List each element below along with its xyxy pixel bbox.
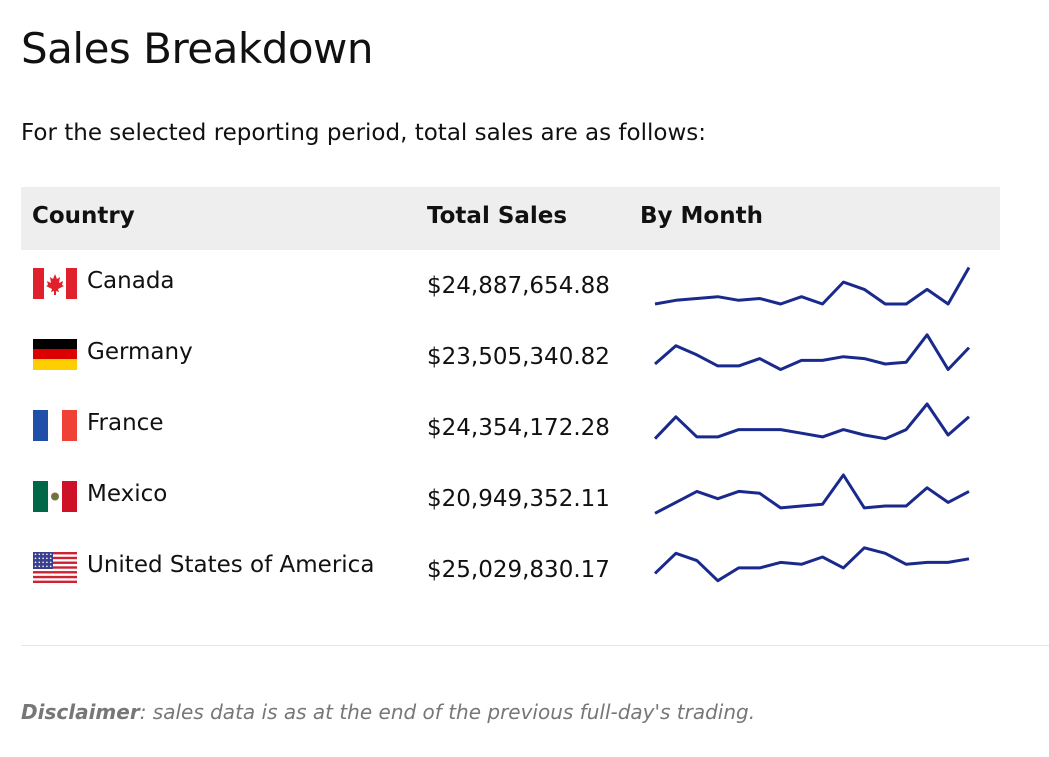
disclaimer: Disclaimer: sales data is as at the end … <box>21 700 755 724</box>
table-row: France $24,354,172.28 <box>21 392 1000 463</box>
monthly-sales-sparkline <box>654 266 971 306</box>
table-row: Germany $23,505,340.82 <box>21 321 1000 392</box>
monthly-sales-sparkline <box>653 402 970 441</box>
total-sales-value: $23,505,340.82 <box>427 344 610 370</box>
divider <box>21 645 1049 646</box>
total-sales-value: $24,354,172.28 <box>427 415 610 441</box>
table-row: Canada $24,887,654.88 <box>21 250 1000 321</box>
country-name: Mexico <box>87 481 168 507</box>
monthly-sales-sparkline <box>653 546 970 583</box>
table-row: Mexico $20,949,352.11 <box>21 463 1000 534</box>
disclaimer-text: : sales data is as at the end of the pre… <box>139 700 756 724</box>
total-sales-value: $20,949,352.11 <box>427 486 610 512</box>
table-body: Canada $24,887,654.88 Germany $23,505,340.8… <box>21 250 1000 605</box>
total-sales-value: $24,887,654.88 <box>427 273 610 299</box>
country-name: Germany <box>87 339 193 365</box>
page-title: Sales Breakdown <box>21 24 374 73</box>
table-header: Country Total Sales By Month <box>21 187 1000 250</box>
country-name: France <box>87 410 164 436</box>
monthly-sales-sparkline <box>654 333 971 371</box>
column-header-total-sales: Total Sales <box>427 203 568 229</box>
usa-flag-icon <box>33 552 77 583</box>
germany-flag-icon <box>33 339 77 370</box>
france-flag-icon <box>33 410 77 441</box>
mexico-flag-icon <box>33 481 77 512</box>
sparkline-series <box>653 402 970 441</box>
sparkline-series <box>654 266 971 306</box>
sparkline-series <box>654 333 971 371</box>
sales-table: Country Total Sales By Month Canada $24,8… <box>21 187 1000 605</box>
column-header-by-month: By Month <box>640 203 763 229</box>
sparkline-series <box>654 473 970 515</box>
country-name: United States of America <box>87 552 375 578</box>
intro-text: For the selected reporting period, total… <box>21 120 706 146</box>
column-header-country: Country <box>32 203 135 229</box>
monthly-sales-sparkline <box>654 473 970 515</box>
total-sales-value: $25,029,830.17 <box>427 557 610 583</box>
disclaimer-label: Disclaimer <box>21 700 140 724</box>
table-row: United States of America $25,029,830.17 <box>21 534 1000 605</box>
country-name: Canada <box>87 268 175 294</box>
sparkline-series <box>653 546 970 583</box>
canada-flag-icon <box>33 268 77 299</box>
